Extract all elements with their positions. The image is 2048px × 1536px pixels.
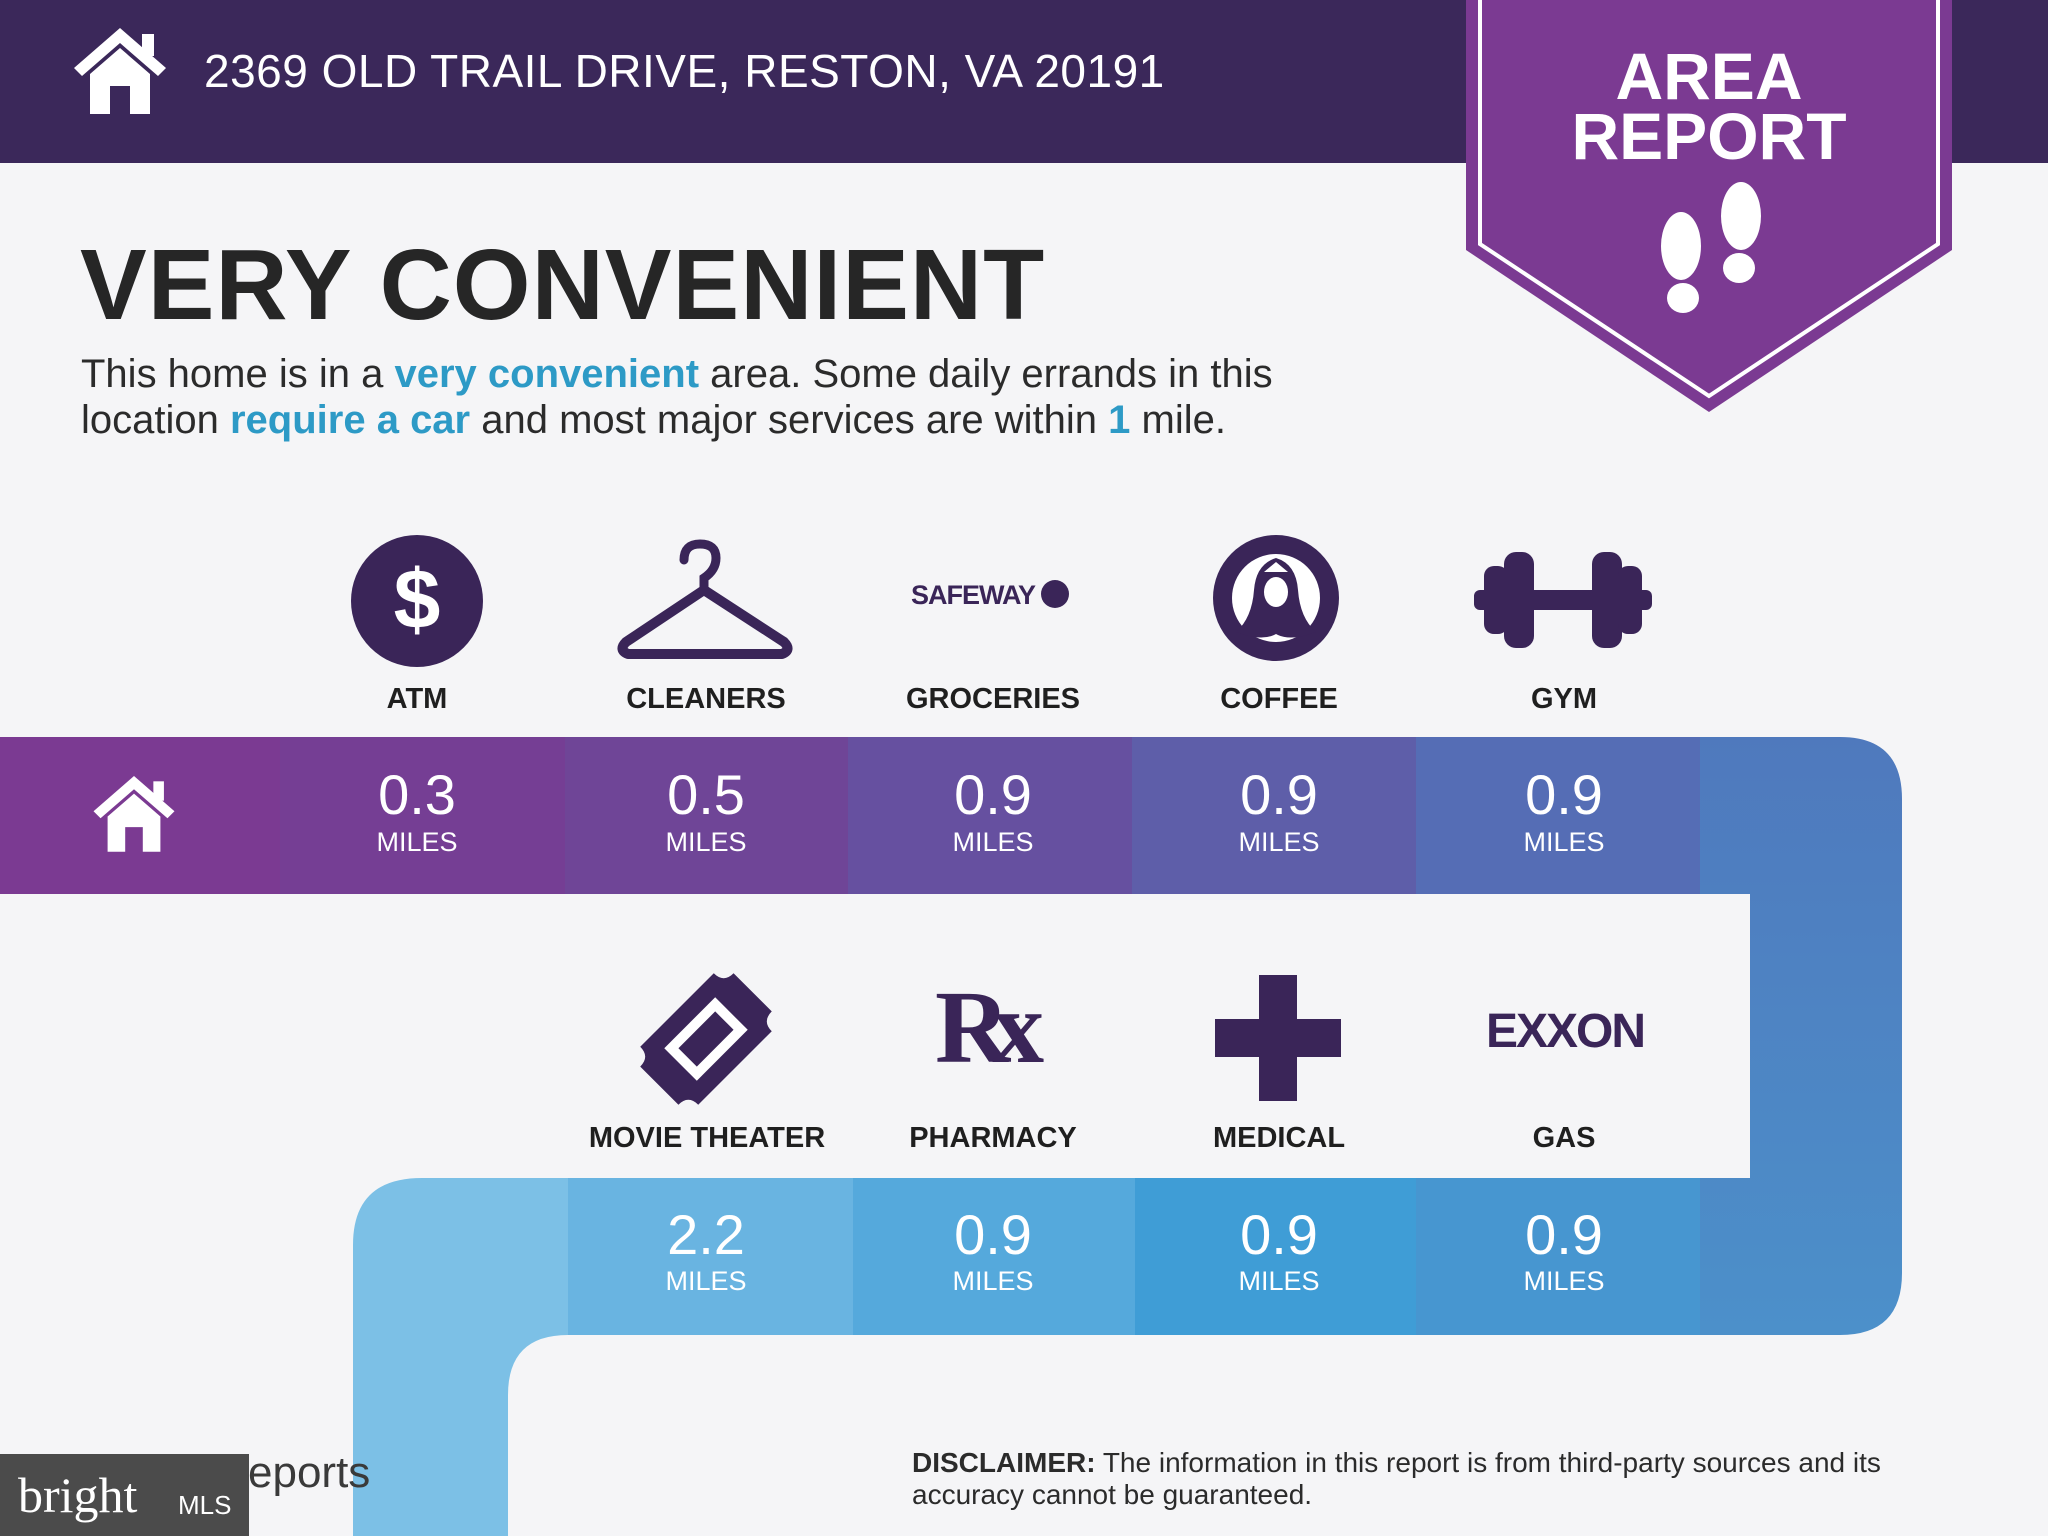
medical-cross-icon: [1215, 975, 1341, 1101]
category-label: CLEANERS: [626, 683, 786, 715]
watermark-suffix: MLS: [178, 1490, 232, 1520]
category-label: ATM: [386, 683, 448, 715]
distance-value: 2.2: [667, 1203, 745, 1266]
category-label: GAS: [1532, 1122, 1596, 1154]
category-label: MOVIE THEATER: [588, 1122, 826, 1154]
dollar-icon: $: [351, 535, 483, 667]
distance-unit: MILES: [376, 827, 458, 857]
svg-text:$: $: [394, 552, 441, 646]
distance-unit: MILES: [665, 827, 747, 857]
category-label: PHARMACY: [909, 1122, 1077, 1154]
exxon-logo: EXXON: [1485, 1005, 1646, 1058]
distance-unit: MILES: [952, 1266, 1034, 1296]
description-line-2: location require a car and most major se…: [81, 398, 1226, 442]
distance-value: 0.9: [954, 1203, 1032, 1266]
bright-mls-watermark: [0, 1454, 249, 1536]
distance-cell-cleaners: [565, 737, 848, 894]
distance-unit: MILES: [952, 827, 1034, 857]
footprints-icon: [1661, 182, 1761, 313]
distance-cell-gas: [1416, 1178, 1700, 1335]
distance-cell-pharmacy: [853, 1178, 1135, 1335]
distance-value: 0.9: [1240, 763, 1318, 826]
reports-brand-text: eports: [248, 1448, 371, 1497]
category-label: MEDICAL: [1212, 1122, 1346, 1154]
distance-value: 0.9: [1240, 1203, 1318, 1266]
badge-title-line2: REPORT: [1571, 99, 1847, 173]
distance-cell-movie-theater: [568, 1178, 853, 1335]
distance-unit: MILES: [665, 1266, 747, 1296]
rx-icon: Rx: [935, 970, 1044, 1085]
distance-value: 0.9: [1525, 1203, 1603, 1266]
starbucks-logo: [1213, 535, 1339, 661]
distance-value: 0.3: [378, 763, 456, 826]
distance-value: 0.9: [1525, 763, 1603, 826]
distance-unit: MILES: [1523, 827, 1605, 857]
property-address: 2369 OLD TRAIL DRIVE, RESTON, VA 20191: [204, 45, 1165, 97]
home-icon: [93, 776, 175, 852]
area-report-badge: [1466, 0, 1952, 412]
distance-cell-coffee: [1132, 737, 1416, 894]
distance-value: 0.5: [667, 763, 745, 826]
distance-cell-groceries: [848, 737, 1132, 894]
house-icon: [74, 28, 166, 114]
distance-cell-medical: [1135, 1178, 1416, 1335]
dumbbell-icon: [1474, 552, 1652, 648]
watermark-text: bright: [18, 1467, 138, 1523]
badge-title-line1: AREA: [1615, 39, 1803, 113]
distance-unit: MILES: [1238, 827, 1320, 857]
distance-cell-atm: [280, 737, 565, 894]
distance-cell-gym: [1416, 737, 1700, 894]
hanger-icon: [617, 539, 793, 659]
page-title: VERY CONVENIENT: [80, 229, 1046, 341]
category-label: GYM: [1530, 683, 1598, 715]
ticket-icon: [640, 973, 772, 1105]
distance-unit: MILES: [1238, 1266, 1320, 1296]
distance-value: 0.9: [954, 763, 1032, 826]
disclaimer: DISCLAIMER: The information in this repo…: [912, 1447, 1881, 1510]
description-line-1: This home is in a very convenient area. …: [81, 352, 1273, 396]
safeway-logo: SAFEWAY: [880, 580, 1100, 611]
distance-unit: MILES: [1523, 1266, 1605, 1296]
category-label: COFFEE: [1220, 683, 1338, 715]
category-label: GROCERIES: [905, 683, 1081, 715]
